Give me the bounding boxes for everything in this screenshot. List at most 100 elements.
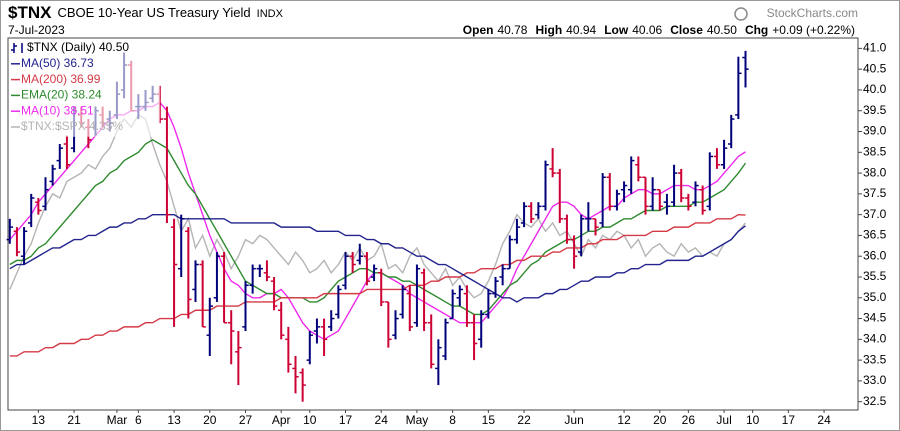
legend-label: $TNX (Daily) 40.50 bbox=[27, 40, 129, 54]
ohlc-bar bbox=[370, 264, 378, 282]
y-tick-label: 35.0 bbox=[863, 290, 887, 304]
ohlc-bar bbox=[620, 181, 628, 203]
ohlc-bar bbox=[506, 235, 513, 270]
ohlc-bar bbox=[728, 114, 735, 149]
ohlc-bar bbox=[285, 326, 292, 373]
ohlc-bar bbox=[520, 202, 528, 228]
ohlc-bar bbox=[563, 214, 571, 244]
ohlc-bar bbox=[178, 214, 185, 277]
ohlc-bar bbox=[278, 301, 285, 340]
ohlc-bar bbox=[735, 56, 742, 120]
quote-value: 40.06 bbox=[632, 23, 662, 37]
brand-name: StockCharts.com bbox=[767, 6, 858, 20]
x-tick-label: 10 bbox=[303, 413, 317, 427]
x-tick-label: 22 bbox=[517, 413, 531, 427]
ohlc-bar bbox=[356, 243, 363, 265]
y-tick-label: 33.5 bbox=[863, 352, 887, 366]
ohlc-bar bbox=[599, 173, 606, 228]
y-tick-label: 36.5 bbox=[863, 228, 887, 242]
ohlc-bar bbox=[385, 301, 392, 348]
ohlc-bar bbox=[313, 318, 321, 344]
ohlc-bar bbox=[163, 106, 171, 223]
ohlc-bar bbox=[449, 289, 456, 320]
ohlc-bar bbox=[420, 268, 428, 332]
ohlc-bar bbox=[485, 289, 492, 319]
ohlc-bar bbox=[399, 285, 406, 319]
ohlc-bar bbox=[263, 260, 271, 282]
y-tick-label: 32.5 bbox=[863, 394, 887, 408]
y-tick-label: 33.0 bbox=[863, 373, 887, 387]
ohlc-bar bbox=[713, 148, 721, 169]
quote-value: 40.78 bbox=[497, 23, 527, 37]
y-tick-label: 35.5 bbox=[863, 269, 887, 283]
ohlc-bar bbox=[585, 202, 592, 232]
quote-label: Chg bbox=[745, 23, 768, 37]
x-tick-label: 21 bbox=[67, 413, 81, 427]
ohlc-bar bbox=[649, 177, 656, 211]
y-tick-label: 39.5 bbox=[863, 103, 887, 117]
ohlc-bar bbox=[678, 168, 685, 203]
ohlc-bar bbox=[363, 252, 371, 286]
ohlc-bar bbox=[463, 285, 471, 327]
indicator-line bbox=[9, 139, 747, 316]
quote-label: Open bbox=[463, 23, 494, 37]
ohlc-bar bbox=[513, 218, 521, 244]
ohlc-bar bbox=[170, 218, 178, 327]
ohlc-bar bbox=[42, 177, 49, 211]
ohlc-bar bbox=[470, 314, 478, 361]
ohlc-bar bbox=[349, 252, 356, 273]
y-tick-label: 39.0 bbox=[863, 124, 887, 138]
y-tick-label: 41.0 bbox=[863, 41, 887, 55]
y-tick-label: 37.5 bbox=[863, 186, 887, 200]
ohlc-bar bbox=[413, 264, 421, 327]
ohlc-bar bbox=[528, 202, 535, 223]
ohlc-bar bbox=[435, 339, 442, 386]
brand-logo bbox=[734, 7, 748, 21]
brand: StockCharts.com bbox=[734, 6, 858, 21]
ohlc-bar bbox=[56, 143, 63, 169]
ohlc-bar bbox=[556, 168, 563, 223]
ohlc-bar bbox=[656, 188, 663, 211]
y-tick-label: 40.5 bbox=[863, 61, 887, 75]
ohlc-bar bbox=[35, 198, 42, 215]
quote-value: 40.94 bbox=[566, 23, 596, 37]
ohlc-bar bbox=[699, 185, 706, 215]
legend-label: MA(10) 38.51 bbox=[21, 103, 94, 117]
ohlc-bar bbox=[49, 164, 56, 186]
ohlc-bar bbox=[249, 264, 256, 294]
x-tick-label: 10 bbox=[746, 413, 760, 427]
ohlc-bar bbox=[549, 148, 556, 178]
x-tick-label: Apr bbox=[272, 413, 291, 427]
description: CBOE 10-Year US Treasury Yield bbox=[57, 5, 250, 20]
ohlc-bar bbox=[392, 310, 399, 340]
ohlc-bar bbox=[299, 368, 306, 402]
ohlc-bar bbox=[185, 227, 192, 319]
x-tick-label: 6 bbox=[135, 413, 142, 427]
x-tick-label: 20 bbox=[653, 413, 667, 427]
y-tick-label: 37.0 bbox=[863, 207, 887, 221]
x-tick-label: May bbox=[406, 413, 429, 427]
x-tick-label: 17 bbox=[782, 413, 796, 427]
x-tick-label: 15 bbox=[482, 413, 496, 427]
ohlc-bar bbox=[28, 193, 35, 228]
quote-label: High bbox=[535, 23, 562, 37]
indicator-line bbox=[9, 213, 746, 303]
ohlc-bar bbox=[192, 260, 199, 302]
x-tick-label: 24 bbox=[817, 413, 831, 427]
ohlc-bar bbox=[628, 156, 635, 194]
ohlc-bar bbox=[692, 181, 699, 207]
ohlc-bar bbox=[706, 152, 713, 211]
x-tick-label: Jul bbox=[716, 413, 731, 427]
ohlc-bar bbox=[442, 318, 449, 361]
ohlc-bar bbox=[306, 331, 313, 365]
x-tick-label: 13 bbox=[32, 413, 46, 427]
ohlc-bar bbox=[63, 135, 71, 169]
x-tick-label: Mar bbox=[107, 413, 128, 427]
x-tick-label: 12 bbox=[617, 413, 631, 427]
ohlc-bar bbox=[228, 310, 235, 365]
ohlc-bar bbox=[478, 310, 485, 348]
ohlc-bar bbox=[578, 214, 585, 257]
ohlc-bar bbox=[742, 50, 749, 88]
ohlc-bar bbox=[20, 227, 28, 265]
